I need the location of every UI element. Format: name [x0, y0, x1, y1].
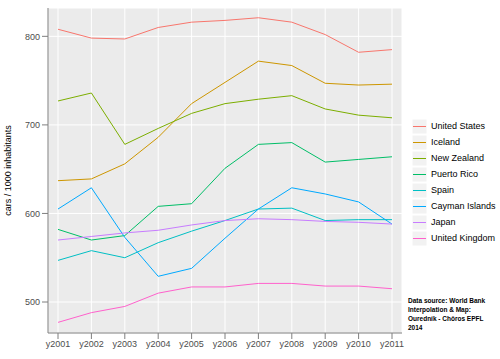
html-text:Ouredník - Chôros EPFL: Ouredník - Chôros EPFL — [408, 315, 484, 322]
html-text:United Kingdom: United Kingdom — [431, 233, 495, 243]
svg-text:y2011: y2011 — [380, 339, 404, 349]
html-text:Iceland: Iceland — [431, 137, 460, 147]
svg-text:y2004: y2004 — [146, 339, 171, 349]
svg-text:y2005: y2005 — [179, 339, 204, 349]
html-text:2014: 2014 — [408, 324, 423, 331]
svg-text:y2006: y2006 — [213, 339, 238, 349]
svg-text:y2009: y2009 — [313, 339, 338, 349]
svg-text:500: 500 — [25, 297, 40, 307]
html-text:Interpolation & Map:: Interpolation & Map: — [408, 306, 471, 313]
html-text:Data source: World Bank: Data source: World Bank — [408, 297, 486, 304]
svg-text:cars / 1000 inhabitants: cars / 1000 inhabitants — [8, 125, 13, 216]
svg-text:y2008: y2008 — [280, 339, 305, 349]
html-text:Cayman Islands: Cayman Islands — [431, 201, 496, 211]
svg-text:600: 600 — [25, 209, 40, 219]
svg-text:y2001: y2001 — [46, 339, 71, 349]
svg-text:700: 700 — [25, 120, 40, 130]
svg-text:800: 800 — [25, 32, 40, 42]
html-text:United States: United States — [431, 121, 485, 131]
html-text:New Zealand: New Zealand — [431, 153, 484, 163]
html-text:Spain: Spain — [431, 185, 454, 195]
svg-text:y2010: y2010 — [346, 339, 371, 349]
svg-text:y2002: y2002 — [79, 339, 104, 349]
html-text:Puerto Rico: Puerto Rico — [431, 169, 478, 179]
svg-text:y2003: y2003 — [113, 339, 138, 349]
svg-text:y2007: y2007 — [246, 339, 271, 349]
html-text:Japan: Japan — [431, 217, 456, 227]
